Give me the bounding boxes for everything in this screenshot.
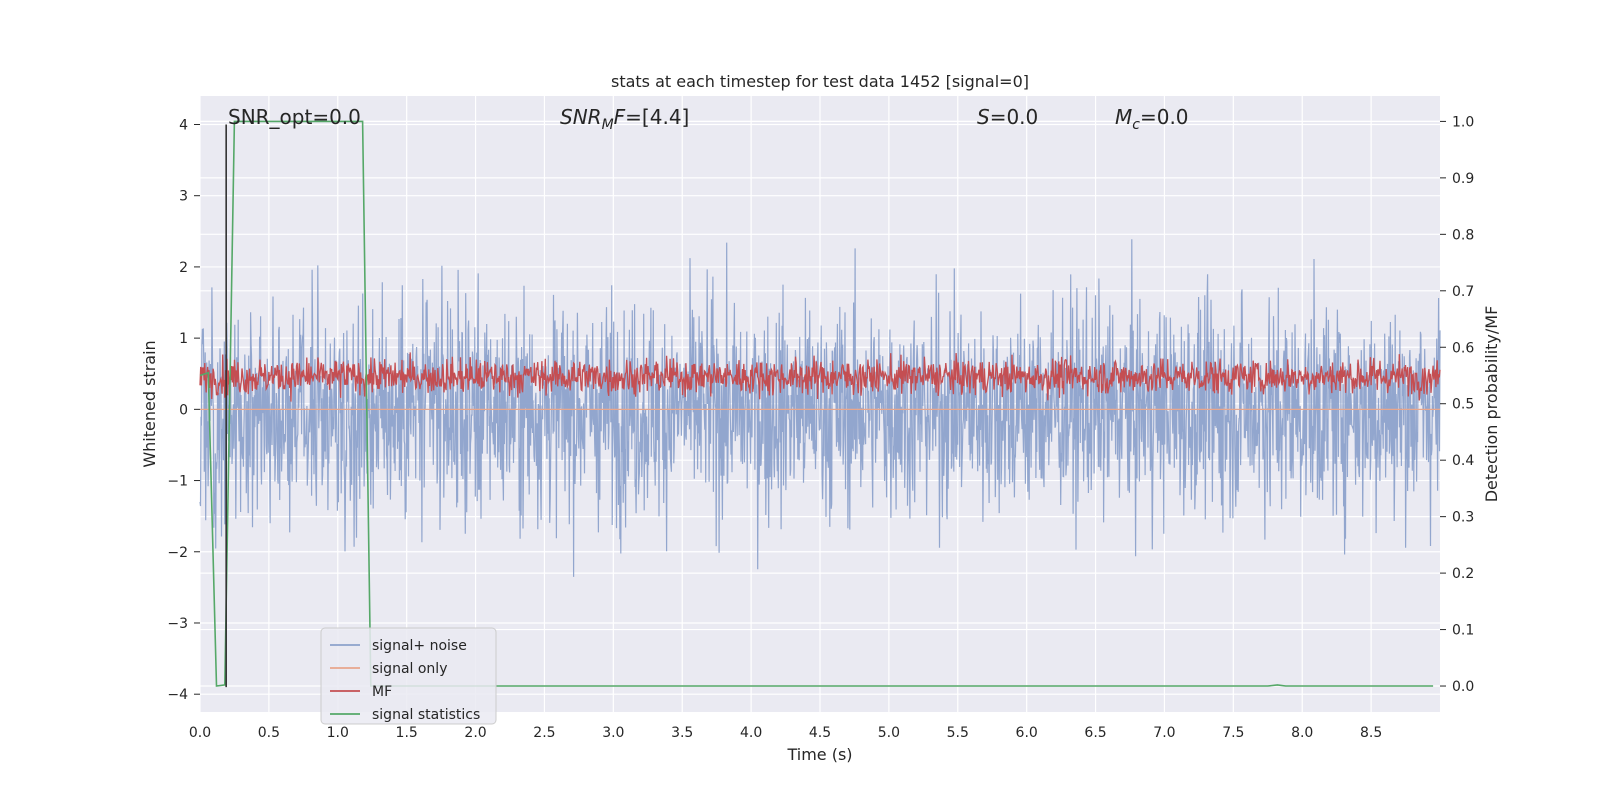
- y-right-tick-label: 0.4: [1452, 453, 1474, 469]
- y-right-tick-label: 0.9: [1452, 171, 1474, 187]
- legend-label: signal only: [372, 661, 447, 677]
- annotation-snr-opt: SNR_opt=0.0: [228, 105, 361, 129]
- y-right-tick-label: 0.2: [1452, 566, 1474, 582]
- x-axis-label: Time (s): [786, 745, 852, 764]
- series-signal-statistics: [199, 120, 1434, 687]
- x-tick-label: 1.5: [396, 725, 418, 741]
- y-right-tick-label: 0.0: [1452, 679, 1474, 695]
- y-left-tick-labels: 4 3 2 1 0 −1 −2 −3 −4: [167, 117, 200, 703]
- x-tick-labels: 0.0 0.5 1.0 1.5 2.0 2.5 3.0 3.5 4.0 4.5 5.0 5.5 6.0 6…: [189, 725, 1382, 741]
- y-left-tick-label: −2: [167, 545, 188, 561]
- series-mf: [199, 352, 1441, 402]
- x-tick-label: 0.5: [258, 725, 280, 741]
- x-tick-label: 4.0: [740, 725, 762, 741]
- y-right-tick-label: 0.6: [1452, 340, 1474, 356]
- x-tick-label: 7.0: [1153, 725, 1175, 741]
- y-right-tick-labels: 1.0 0.9 0.8 0.7 0.6 0.5 0.4 0.3 0.2 0.1 0.0: [1440, 114, 1474, 695]
- x-tick-label: 2.5: [533, 725, 555, 741]
- y-right-tick-label: 0.5: [1452, 397, 1474, 413]
- x-tick-label: 0.0: [189, 725, 211, 741]
- x-tick-label: 7.5: [1222, 725, 1244, 741]
- y-right-axis-label: Detection probability/MF: [1482, 306, 1501, 503]
- y-right-tick-label: 0.3: [1452, 510, 1474, 526]
- x-tick-label: 5.5: [947, 725, 969, 741]
- y-left-tick-label: −4: [167, 687, 188, 703]
- x-tick-label: 8.5: [1360, 725, 1382, 741]
- x-tick-label: 1.0: [327, 725, 349, 741]
- x-tick-label: 2.0: [464, 725, 486, 741]
- x-tick-label: 8.0: [1291, 725, 1313, 741]
- x-tick-label: 3.5: [671, 725, 693, 741]
- chart-title: stats at each timestep for test data 145…: [611, 72, 1029, 91]
- x-tick-label: 3.0: [602, 725, 624, 741]
- y-left-tick-label: −1: [167, 474, 188, 490]
- x-tick-label: 6.5: [1084, 725, 1106, 741]
- x-tick-label: 4.5: [809, 725, 831, 741]
- line-signal-statistics: [199, 120, 1434, 687]
- y-right-tick-label: 0.7: [1452, 284, 1474, 300]
- y-right-tick-label: 0.8: [1452, 227, 1474, 243]
- annotation-s: S=0.0: [977, 105, 1038, 129]
- y-left-axis-label: Whitened strain: [140, 340, 159, 467]
- legend-box: [320, 627, 497, 725]
- y-left-tick-label: 0: [179, 402, 188, 418]
- x-tick-label: 5.0: [878, 725, 900, 741]
- series-signal-noise: [199, 239, 1441, 577]
- annotation-snr-mf: SNRMF=[4.4]: [560, 105, 689, 133]
- legend-label: signal+ noise: [372, 638, 467, 654]
- y-right-tick-label: 0.1: [1452, 623, 1474, 639]
- legend: signal+ noise signal only MF signal statist…: [320, 627, 497, 725]
- x-tick-label: 6.0: [1016, 725, 1038, 741]
- y-left-tick-label: 1: [179, 331, 188, 347]
- y-left-tick-label: −3: [167, 616, 188, 632]
- legend-label: MF: [372, 684, 392, 700]
- y-left-tick-label: 4: [179, 117, 188, 133]
- y-left-tick-label: 3: [179, 189, 188, 205]
- y-right-tick-label: 1.0: [1452, 114, 1474, 130]
- line-signal-noise: [199, 239, 1441, 577]
- annotation-mc: Mc=0.0: [1115, 105, 1189, 133]
- line-mf: [199, 352, 1441, 402]
- y-left-tick-label: 2: [179, 260, 188, 276]
- legend-label: signal statistics: [372, 707, 480, 723]
